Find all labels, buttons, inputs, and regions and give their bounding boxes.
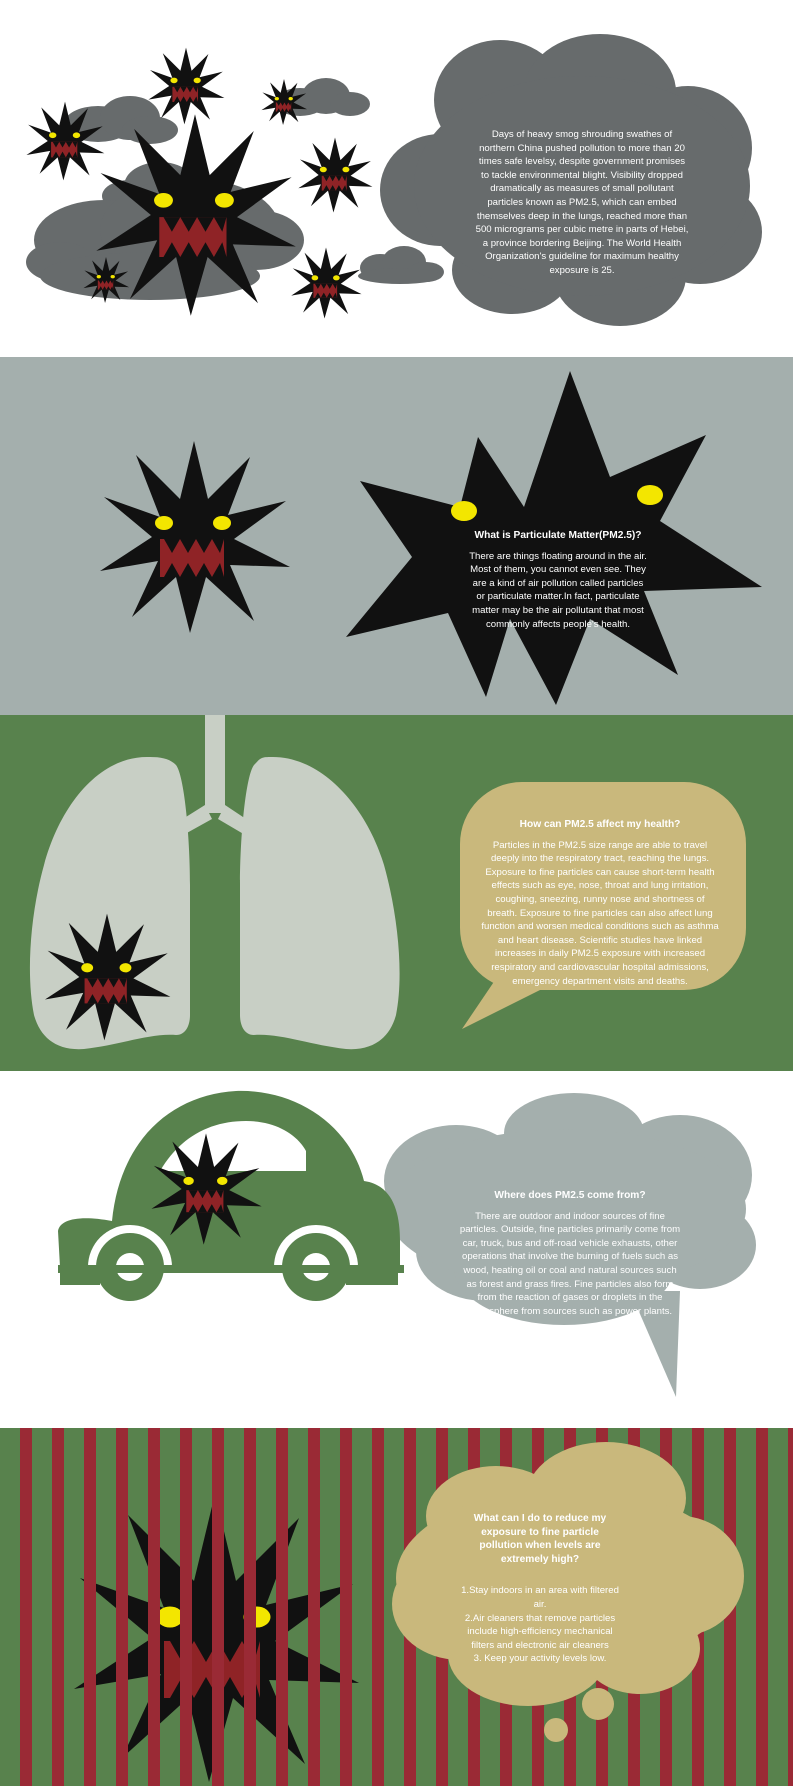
health-effects-heading: How can PM2.5 affect my health? <box>519 819 681 830</box>
lungs-illustration <box>29 715 746 1050</box>
star-left-eye <box>451 501 477 521</box>
section-reduce-exposure: What can I do to reduce my exposure to f… <box>0 1428 793 1786</box>
lung-gap <box>190 855 240 1045</box>
health-speech-bubble <box>460 782 746 990</box>
section-sources: Where does PM2.5 come from? There are ou… <box>0 1071 793 1428</box>
sources-heading: Where does PM2.5 come from? <box>494 1190 646 1201</box>
what-is-pm25-body: There are things floating around in the … <box>469 550 647 630</box>
smog-illustration <box>26 34 762 326</box>
particle-monster <box>100 441 290 633</box>
car-illustration <box>58 1090 756 1397</box>
jail-illustration <box>0 1428 793 1786</box>
smog-monster-small-2 <box>148 47 225 125</box>
reduce-item-3: 3. Keep your activity levels low. <box>473 1653 607 1665</box>
smog-monster-small-5 <box>291 247 362 319</box>
sources-cloud-bubble <box>384 1093 756 1397</box>
section-health-effects: How can PM2.5 affect my health? Particle… <box>0 715 793 1071</box>
thought-cloud <box>392 1442 744 1742</box>
star-right-eye <box>637 485 663 505</box>
reduce-exposure-heading: What can I do to reduce my exposure to f… <box>473 1513 607 1565</box>
smog-monster-small-4 <box>298 137 373 213</box>
section-smog-intro: Days of heavy smog shrouding swathes of … <box>0 0 793 357</box>
lungs <box>29 715 400 1050</box>
smog-intro-text: Days of heavy smog shrouding swathes of … <box>474 128 690 278</box>
reduce-item-2: 2.Air cleaners that remove particles inc… <box>464 1612 616 1651</box>
health-effects-text: How can PM2.5 affect my health? Particle… <box>480 818 720 988</box>
health-bubble-tail <box>462 955 566 1029</box>
reduce-exposure-text: What can I do to reduce my exposure to f… <box>460 1512 620 1666</box>
health-effects-body: Particles in the PM2.5 size range are ab… <box>481 839 719 987</box>
particle-illustration <box>100 371 762 705</box>
sources-body: There are outdoor and indoor sources of … <box>459 1210 681 1317</box>
particle-star-bubble <box>346 371 762 705</box>
sources-text: Where does PM2.5 come from? There are ou… <box>458 1189 682 1318</box>
section-what-is-pm25: What is Particulate Matter(PM2.5)? There… <box>0 357 793 715</box>
speech-cloud-1 <box>380 34 762 326</box>
smog-intro-body: Days of heavy smog shrouding swathes of … <box>475 129 689 276</box>
what-is-pm25-heading: What is Particulate Matter(PM2.5)? <box>474 530 642 541</box>
what-is-pm25-text: What is Particulate Matter(PM2.5)? There… <box>468 529 648 631</box>
reduce-item-1: 1.Stay indoors in an area with filtered … <box>461 1585 619 1610</box>
